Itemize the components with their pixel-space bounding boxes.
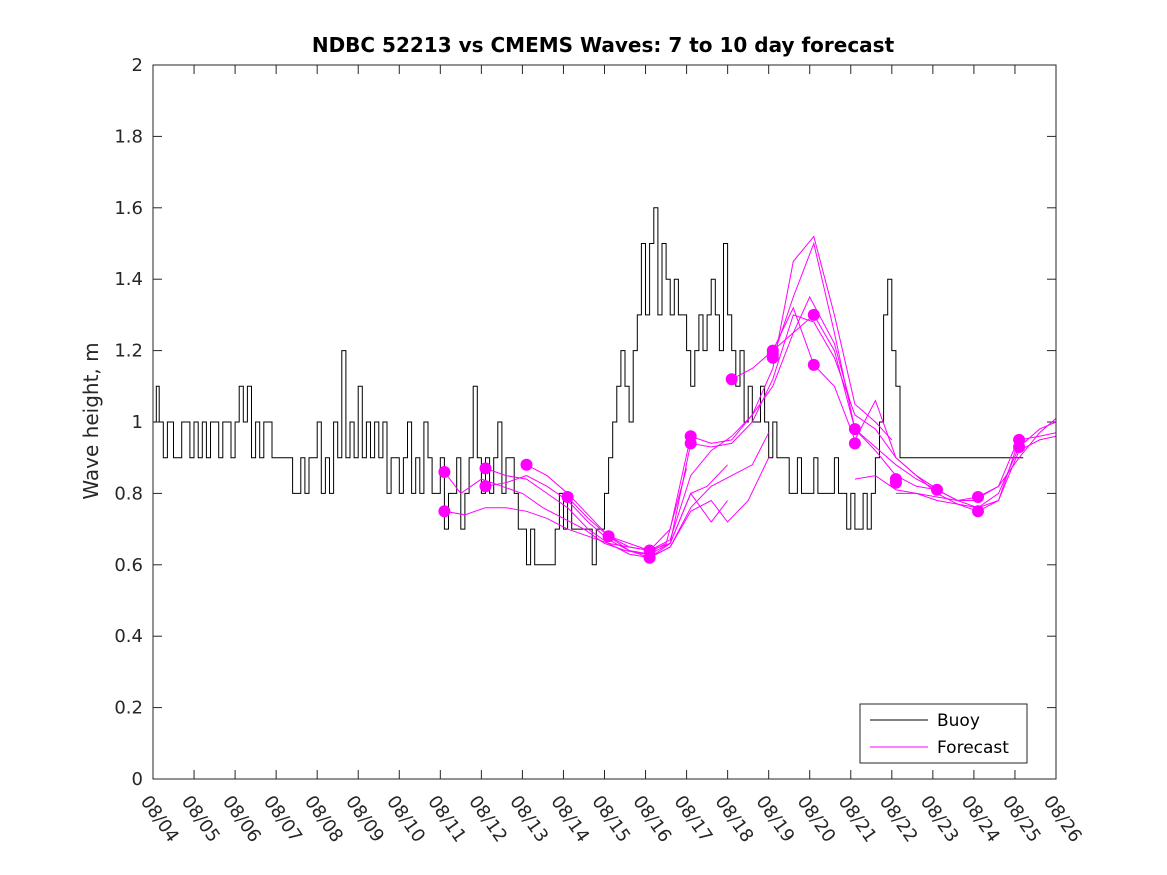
forecast-line-13	[895, 418, 1057, 502]
x-tick-label: 08/06	[218, 792, 265, 847]
x-tick-label: 08/08	[300, 792, 347, 847]
y-tick-label: 0.2	[114, 698, 143, 719]
forecast-line-11	[772, 306, 1057, 512]
forecast-start-marker	[438, 466, 451, 478]
forecast-line-1	[444, 468, 688, 555]
x-tick-label: 08/20	[793, 792, 840, 847]
chart-title: NDBC 52213 vs CMEMS Waves: 7 to 10 day f…	[312, 33, 895, 57]
x-tick-label: 08/21	[834, 792, 881, 847]
forecast-line-12	[854, 435, 1057, 509]
forecast-start-marker	[725, 373, 738, 386]
forecast-start-marker	[643, 544, 656, 557]
forecast-start-marker	[438, 505, 451, 518]
forecast-line-3	[485, 457, 770, 559]
forecast-start-marker	[931, 483, 943, 496]
axis-ticks	[152, 64, 1057, 780]
forecast-line-7	[608, 235, 893, 552]
forecast-start-marker	[1013, 441, 1026, 453]
x-tick-label: 08/22	[875, 792, 922, 847]
x-tick-label: 08/24	[957, 792, 1004, 847]
forecast-start-marker	[972, 491, 984, 503]
y-tick-label: 1	[132, 412, 143, 433]
x-tick-label: 08/12	[464, 792, 511, 847]
forecast-start-marker	[972, 505, 984, 518]
x-tick-label: 08/16	[628, 792, 675, 847]
x-tick-label: 08/11	[423, 792, 470, 847]
x-tick-label: 08/15	[587, 792, 634, 847]
buoy-series	[153, 207, 1024, 566]
y-tick-label: 0.8	[114, 483, 143, 504]
y-tick-label: 1.6	[114, 198, 143, 219]
x-tick-label: 08/23	[916, 792, 963, 847]
y-tick-label: 1.8	[114, 126, 143, 147]
forecast-start-marker	[766, 348, 779, 361]
y-tick-labels: 0 0.2 0.4 0.6 0.8 1 1.2 1.4 1.6 1.8 2	[114, 55, 143, 790]
forecast-start-marker	[561, 491, 574, 503]
forecast-start-marker	[807, 308, 820, 321]
x-tick-label: 08/09	[341, 792, 388, 847]
forecast-markers	[438, 308, 1026, 564]
y-tick-label: 1.2	[114, 341, 143, 362]
x-tick-label: 08/14	[546, 792, 593, 847]
forecast-line-6	[567, 295, 852, 552]
forecast-start-marker	[848, 437, 861, 450]
x-tick-label: 08/19	[752, 792, 799, 847]
forecast-start-marker	[602, 530, 615, 543]
x-tick-label: 08/04	[136, 792, 183, 847]
forecast-start-marker	[520, 458, 533, 471]
x-tick-label: 08/17	[669, 792, 716, 847]
buoy-line	[153, 207, 1024, 566]
x-tick-label: 08/05	[177, 792, 224, 847]
legend-box	[859, 703, 1028, 764]
x-tick-label: 08/18	[711, 792, 758, 847]
y-tick-label: 1.4	[114, 269, 143, 290]
x-tick-label: 08/10	[382, 792, 429, 847]
forecast-start-marker	[889, 476, 902, 489]
y-tick-label: 2	[132, 55, 143, 76]
y-tick-label: 0	[132, 769, 143, 790]
y-axis-title: Wave height, m	[79, 342, 103, 499]
x-tick-labels: 08/0408/0508/0608/0708/0808/0908/1008/11…	[136, 792, 1086, 847]
plot-frame	[152, 64, 1057, 780]
x-tick-label: 08/07	[259, 792, 306, 847]
forecast-start-marker	[848, 423, 861, 436]
x-tick-label: 08/13	[505, 792, 552, 847]
forecast-start-marker	[479, 462, 492, 475]
forecast-line-9	[731, 314, 1016, 501]
forecast-start-marker	[479, 480, 492, 493]
forecast-line-10	[772, 241, 1057, 509]
x-tick-label: 08/25	[998, 792, 1045, 847]
forecast-start-marker	[684, 437, 697, 450]
forecast-start-marker	[807, 358, 820, 371]
forecast-series	[444, 235, 1057, 559]
y-tick-label: 0.4	[114, 626, 143, 647]
y-tick-label: 0.6	[114, 555, 143, 576]
x-tick-label: 08/26	[1039, 792, 1086, 847]
legend: Buoy Forecast	[859, 703, 1028, 764]
legend-buoy-label: Buoy	[937, 711, 980, 731]
forecast-line-8	[649, 314, 934, 559]
legend-forecast-label: Forecast	[937, 738, 1009, 758]
